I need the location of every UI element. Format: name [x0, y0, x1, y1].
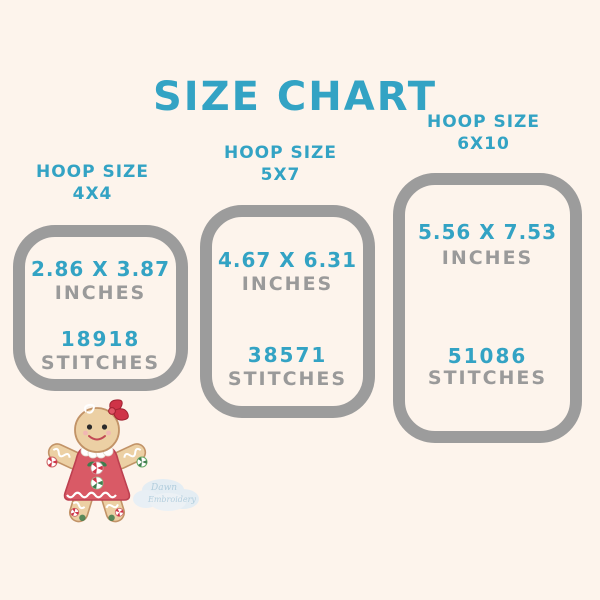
hoop-header-line2: 4X4 [72, 184, 113, 204]
hoop-header-6x10: HOOP SIZE 6X10 [396, 111, 571, 155]
stitch-count-value: 51086 [447, 344, 528, 368]
hoop-box-5x7: 4.67 X 6.31 INCHES 38571 STITCHES [200, 205, 375, 418]
hair-bow [108, 399, 129, 421]
dimensions-value: 4.67 X 6.31 [217, 248, 358, 272]
candy-swirl [46, 456, 58, 468]
stitch-count-label: STITCHES [227, 368, 348, 390]
candy-button-top [87, 461, 107, 475]
stitch-count-label: STITCHES [40, 352, 161, 374]
dimensions-unit-label: INCHES [241, 273, 334, 295]
hoop-header-line1: HOOP SIZE [35, 162, 150, 182]
hoop-header-line1: HOOP SIZE [426, 112, 541, 132]
dimensions-value: 5.56 X 7.53 [417, 220, 558, 244]
hoop-header-line2: 5X7 [260, 165, 301, 185]
candy-button-bottom [90, 476, 104, 490]
dimensions-value: 2.86 X 3.87 [30, 257, 171, 281]
hoop-header-4x4: HOOP SIZE 4X4 [5, 161, 180, 205]
watermark-line2: Embroidery [147, 495, 196, 504]
hoop-box-6x10: 5.56 X 7.53 INCHES 51086 STITCHES [393, 173, 582, 443]
hoop-box-4x4: 2.86 X 3.87 INCHES 18918 STITCHES [13, 225, 188, 391]
watermark-logo: Dawn Embroidery [133, 479, 199, 511]
hoop-header-5x7: HOOP SIZE 5X7 [193, 142, 368, 186]
candy-swirl [136, 456, 148, 468]
stitch-count-value: 18918 [60, 327, 141, 351]
watermark-line1: Dawn [150, 483, 177, 493]
hoop-header-line2: 6X10 [457, 134, 510, 154]
gingerbread-head [74, 403, 120, 453]
stitch-count-value: 38571 [247, 343, 328, 367]
hoop-header-line1: HOOP SIZE [223, 143, 338, 163]
gingerbread-girl-illustration: Dawn Embroidery [46, 399, 199, 523]
stitch-count-label: STITCHES [427, 367, 548, 389]
dimensions-unit-label: INCHES [54, 282, 147, 304]
page-title: SIZE CHART [152, 74, 438, 120]
icing-curl [84, 403, 95, 414]
dimensions-unit-label: INCHES [441, 247, 534, 269]
gingerbread-dress [63, 448, 131, 501]
